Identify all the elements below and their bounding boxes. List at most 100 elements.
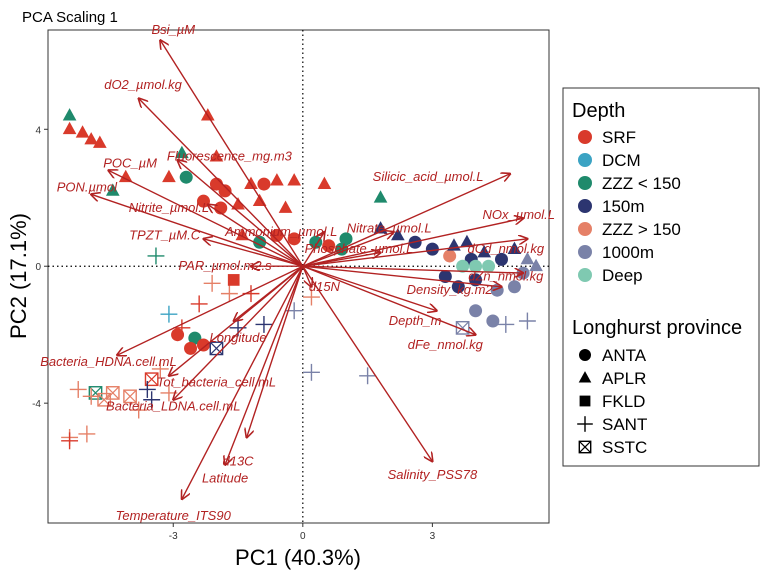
loading-vector bbox=[302, 174, 510, 267]
vector-label: Longitude bbox=[209, 330, 266, 345]
data-point bbox=[270, 173, 284, 186]
legend-depth-item: SRF bbox=[578, 128, 636, 147]
vector-labels: Bsi_µM dO2_µmol.kg Fluorescence_mg.m3 POC_µ… bbox=[40, 22, 555, 523]
data-point bbox=[278, 200, 293, 213]
loading-vector bbox=[178, 160, 304, 267]
vector-label: Tot_bacteria_cell.mL bbox=[157, 375, 276, 390]
legend-province-label: FKLD bbox=[602, 392, 645, 411]
vector-label: Temperature_ITS90 bbox=[116, 508, 232, 523]
legend-depth-item: ZZZ < 150 bbox=[578, 174, 681, 193]
data-point bbox=[497, 315, 515, 333]
loading-vector bbox=[302, 232, 325, 267]
x-tick-label: -3 bbox=[169, 531, 178, 542]
data-point bbox=[257, 177, 271, 191]
data-point bbox=[93, 135, 107, 148]
legend-depth-label: Deep bbox=[602, 266, 643, 285]
loading-vector bbox=[302, 265, 437, 311]
y-tick-label: -4 bbox=[32, 399, 41, 410]
vector-label: TPZT_µM.C bbox=[129, 227, 201, 242]
legend-depth-item: 1000m bbox=[578, 243, 654, 262]
loading-vector bbox=[91, 194, 304, 267]
data-point bbox=[373, 190, 388, 203]
loading-vector bbox=[203, 239, 304, 267]
data-point bbox=[69, 381, 87, 398]
points-layer bbox=[61, 108, 543, 450]
vector-label: Depth_m bbox=[389, 313, 442, 328]
data-point bbox=[253, 235, 267, 249]
vector-label: dCd_nmol.kg bbox=[468, 241, 545, 256]
vector-label: Bacteria_LDNA.cell.mL bbox=[106, 399, 240, 414]
data-point bbox=[118, 169, 133, 183]
loading-vector bbox=[302, 253, 381, 267]
vector-label: Nitrate_µmol.L bbox=[347, 221, 432, 236]
x-axis-ticks: -3 0 3 bbox=[169, 523, 436, 542]
data-point bbox=[190, 295, 208, 313]
legend-depth-label: 1000m bbox=[602, 243, 654, 262]
vector-label: Density_kg.m2 bbox=[407, 282, 494, 297]
y-tick-label: 4 bbox=[35, 125, 41, 136]
legend-province-item: ANTA bbox=[579, 346, 647, 365]
vector-label: dFe_nmol.kg bbox=[408, 337, 484, 352]
data-point bbox=[518, 312, 536, 330]
legend-depth-items: SRF DCM ZZZ < 150 150m ZZZ > 150 1000m Deep bbox=[578, 128, 681, 285]
data-point bbox=[218, 184, 232, 198]
vector-label: PON.µmol bbox=[57, 179, 118, 194]
data-point bbox=[317, 176, 332, 189]
loading-vector bbox=[302, 239, 528, 267]
x-axis-title: PC1 (40.3%) bbox=[235, 545, 361, 570]
data-point bbox=[270, 228, 284, 242]
loading-vector bbox=[173, 265, 304, 400]
vector-label: d15N bbox=[309, 279, 341, 294]
legend-depth-label: ZZZ > 150 bbox=[602, 220, 681, 239]
data-point bbox=[196, 338, 210, 352]
data-point bbox=[105, 183, 120, 196]
vector-label: NOx_µmol.L bbox=[483, 207, 556, 222]
loading-vector bbox=[139, 98, 304, 267]
legend-depth-label: DCM bbox=[602, 151, 641, 170]
data-point bbox=[529, 258, 543, 272]
vector-label: Nitrite_µmol.L bbox=[129, 200, 209, 215]
data-point bbox=[82, 387, 100, 405]
legend-province-key bbox=[579, 395, 591, 407]
loading-vector bbox=[302, 265, 433, 461]
data-point bbox=[84, 132, 99, 145]
data-point bbox=[235, 227, 250, 241]
vectors-layer bbox=[91, 40, 527, 499]
data-point bbox=[443, 249, 457, 263]
vector-label: d13C bbox=[222, 453, 254, 468]
x-tick-label: 0 bbox=[300, 531, 306, 542]
legend-depth-key bbox=[578, 199, 592, 213]
legend-depth-key bbox=[578, 268, 592, 282]
data-point bbox=[78, 425, 96, 443]
data-point bbox=[138, 381, 156, 398]
data-point bbox=[469, 304, 483, 318]
loading-vector bbox=[169, 265, 304, 376]
legend-depth-item: Deep bbox=[578, 266, 643, 285]
data-point bbox=[477, 245, 492, 258]
y-axis-title: PC2 (17.1%) bbox=[6, 213, 31, 339]
loading-vector bbox=[302, 232, 394, 267]
legend-province-label: SANT bbox=[602, 415, 647, 434]
data-point bbox=[220, 285, 238, 303]
vector-label: Phosphate_µmol.L bbox=[305, 241, 414, 256]
data-point bbox=[123, 389, 137, 404]
vector-label: Fluorescence_mg.m3 bbox=[167, 149, 293, 164]
legend-province-key bbox=[578, 440, 592, 454]
vector-label: Latitude bbox=[202, 470, 248, 485]
loading-vector bbox=[302, 265, 523, 273]
vector-label: dO2_µmol.kg bbox=[104, 77, 182, 92]
legend-depth-item: ZZZ > 150 bbox=[578, 220, 681, 239]
data-point bbox=[486, 314, 500, 328]
y-tick-label: 0 bbox=[35, 262, 41, 273]
data-point bbox=[482, 259, 496, 273]
legend-depth-label: SRF bbox=[602, 128, 636, 147]
legend-province-label: SSTC bbox=[602, 438, 647, 457]
legend-province-title: Longhurst province bbox=[572, 317, 742, 339]
legend-province-item: SSTC bbox=[578, 438, 647, 457]
legend-depth-item: DCM bbox=[578, 151, 641, 170]
legend-depth-key bbox=[578, 176, 592, 190]
loading-vector bbox=[182, 265, 304, 499]
data-point bbox=[130, 401, 148, 419]
legend-depth-item: 150m bbox=[578, 197, 645, 216]
data-point bbox=[255, 315, 273, 333]
